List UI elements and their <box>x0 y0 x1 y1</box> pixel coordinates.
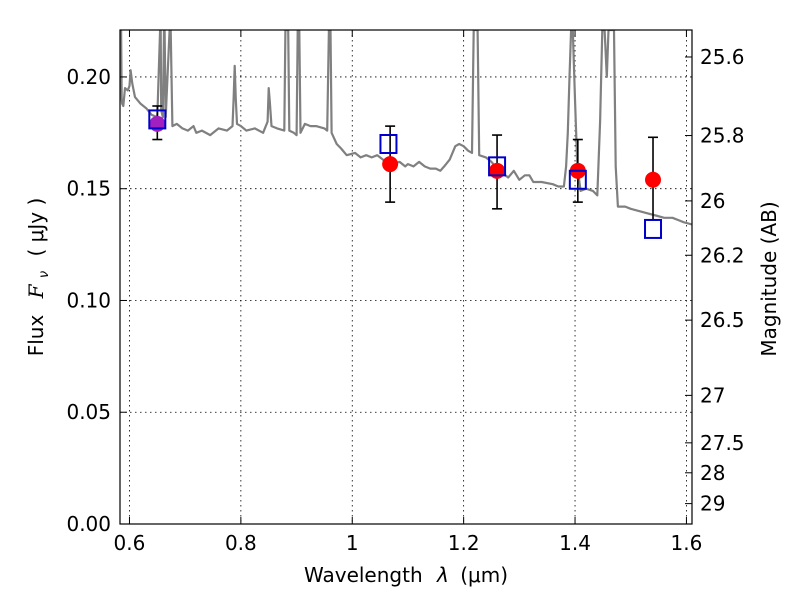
x-tick-label: 0.8 <box>225 531 257 555</box>
y2-tick-label: 27.5 <box>700 431 745 455</box>
observed-point <box>382 156 399 173</box>
y2-tick-label: 26 <box>700 189 725 213</box>
y-tick-label: 0.15 <box>66 177 111 201</box>
x-axis-label-symbol: λ <box>436 563 449 587</box>
plot-area <box>120 30 692 226</box>
x-tick-label: 0.6 <box>114 531 146 555</box>
observed-point <box>645 171 662 188</box>
model-photometry-point <box>379 134 398 154</box>
x-axis-label: Wavelength λ (μm) <box>304 563 508 587</box>
y-axis-label: Flux F ν ( μJy ) <box>24 198 53 357</box>
x-tick-label: 1 <box>346 531 359 555</box>
grid-lines <box>120 30 692 524</box>
model-photometry-point <box>568 169 587 190</box>
x-tick-label: 1.4 <box>559 531 591 555</box>
y2-tick-label: 26.5 <box>700 308 745 332</box>
model-photometry-point <box>148 109 167 130</box>
observed-point <box>149 115 166 132</box>
x-tick-label: 1.6 <box>671 531 703 555</box>
y-axis-label-text: Flux <box>24 315 48 357</box>
y-axis-label-unit: ( μJy ) <box>24 198 48 257</box>
y2-tick-label: 26.2 <box>700 243 745 267</box>
y2-tick-label: 28 <box>700 461 725 485</box>
y2-tick-label: 29 <box>700 492 725 516</box>
y2-tick-label: 27 <box>700 383 725 407</box>
x-axis-label-text: Wavelength <box>304 563 423 587</box>
observed-point <box>489 162 506 179</box>
x-tick-label: 1.2 <box>448 531 480 555</box>
plot-frame <box>119 29 693 525</box>
y-tick-label: 0.10 <box>66 288 111 312</box>
y2-tick-label: 25.8 <box>700 124 745 148</box>
y2-tick-label: 25.6 <box>700 45 745 69</box>
markers <box>148 105 663 239</box>
y-tick-label: 0.00 <box>66 512 111 536</box>
model-photometry-point <box>644 218 663 239</box>
y-axis-label-subscript: ν <box>37 271 52 278</box>
y-axis-label-symbol: F <box>24 283 48 299</box>
y-tick-label: 0.20 <box>66 65 111 89</box>
y-tick-label: 0.05 <box>66 400 111 424</box>
model-photometry-point <box>488 156 507 177</box>
ticks: 0.6 0.8 1 1.2 1.4 1.6 0.00 0.05 0.10 0.15 0.20 25.6… <box>66 30 745 555</box>
y2-axis-label: Magnitude (AB) <box>757 201 781 356</box>
x-axis-label-unit: (μm) <box>460 563 508 587</box>
spectrum-line <box>120 30 692 226</box>
